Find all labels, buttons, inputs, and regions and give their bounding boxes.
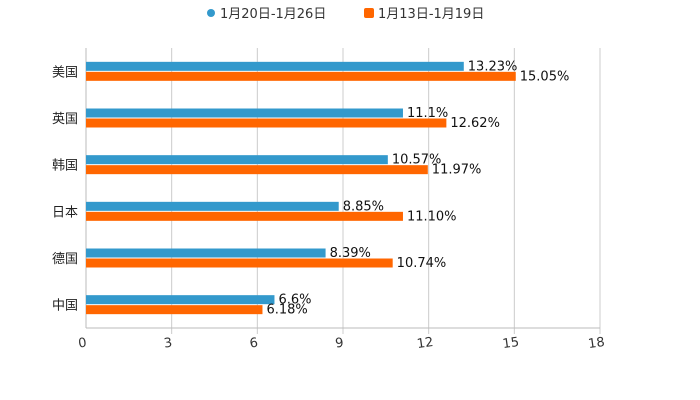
category-label: 德国 bbox=[52, 252, 78, 267]
data-label: 11.1% bbox=[407, 106, 448, 121]
data-label: 13.23% bbox=[468, 59, 518, 74]
x-tick-label: 9 bbox=[334, 336, 344, 352]
category-label: 美国 bbox=[52, 65, 78, 80]
data-label: 12.62% bbox=[450, 116, 500, 131]
x-tick-label: 18 bbox=[587, 335, 605, 352]
data-label: 11.10% bbox=[407, 209, 457, 224]
data-label: 6.6% bbox=[278, 293, 311, 308]
x-tick-label: 15 bbox=[502, 335, 520, 352]
bar bbox=[86, 108, 403, 118]
bar bbox=[86, 165, 428, 175]
data-label: 15.05% bbox=[520, 69, 570, 84]
data-label: 8.39% bbox=[330, 246, 371, 261]
bar bbox=[86, 201, 339, 211]
x-tick-label: 6 bbox=[249, 336, 259, 352]
x-tick-label: 12 bbox=[416, 335, 434, 352]
legend-marker bbox=[364, 8, 374, 18]
bar bbox=[86, 61, 464, 71]
bar bbox=[86, 155, 388, 165]
bars bbox=[86, 61, 516, 315]
category-label: 韩国 bbox=[52, 159, 78, 174]
grid-lines bbox=[171, 48, 601, 334]
x-tick-label: 3 bbox=[163, 336, 173, 352]
bar bbox=[86, 258, 393, 268]
data-label: 11.97% bbox=[432, 163, 482, 178]
bar bbox=[86, 211, 403, 221]
bar bbox=[86, 305, 263, 315]
legend-label: 1月13日-1月19日 bbox=[378, 7, 484, 22]
data-label: 10.74% bbox=[397, 256, 447, 271]
category-label: 中国 bbox=[52, 299, 78, 314]
bar bbox=[86, 248, 326, 258]
data-label: 10.57% bbox=[392, 153, 442, 168]
data-labels: 13.23%15.05% 11.1%12.62% 10.57%11.97% 8.85%… bbox=[266, 59, 569, 317]
legend-label: 1月20日-1月26日 bbox=[220, 7, 326, 22]
bar bbox=[86, 118, 447, 128]
bar bbox=[86, 295, 275, 305]
x-tick-label: 0 bbox=[77, 336, 87, 352]
category-label: 日本 bbox=[52, 205, 78, 220]
category-label: 英国 bbox=[52, 112, 78, 127]
legend: 1月20日-1月26日 1月13日-1月19日 bbox=[207, 7, 484, 22]
data-label: 6.18% bbox=[266, 303, 307, 318]
legend-marker bbox=[207, 9, 215, 17]
data-label: 8.85% bbox=[343, 199, 384, 214]
bar bbox=[86, 71, 516, 81]
